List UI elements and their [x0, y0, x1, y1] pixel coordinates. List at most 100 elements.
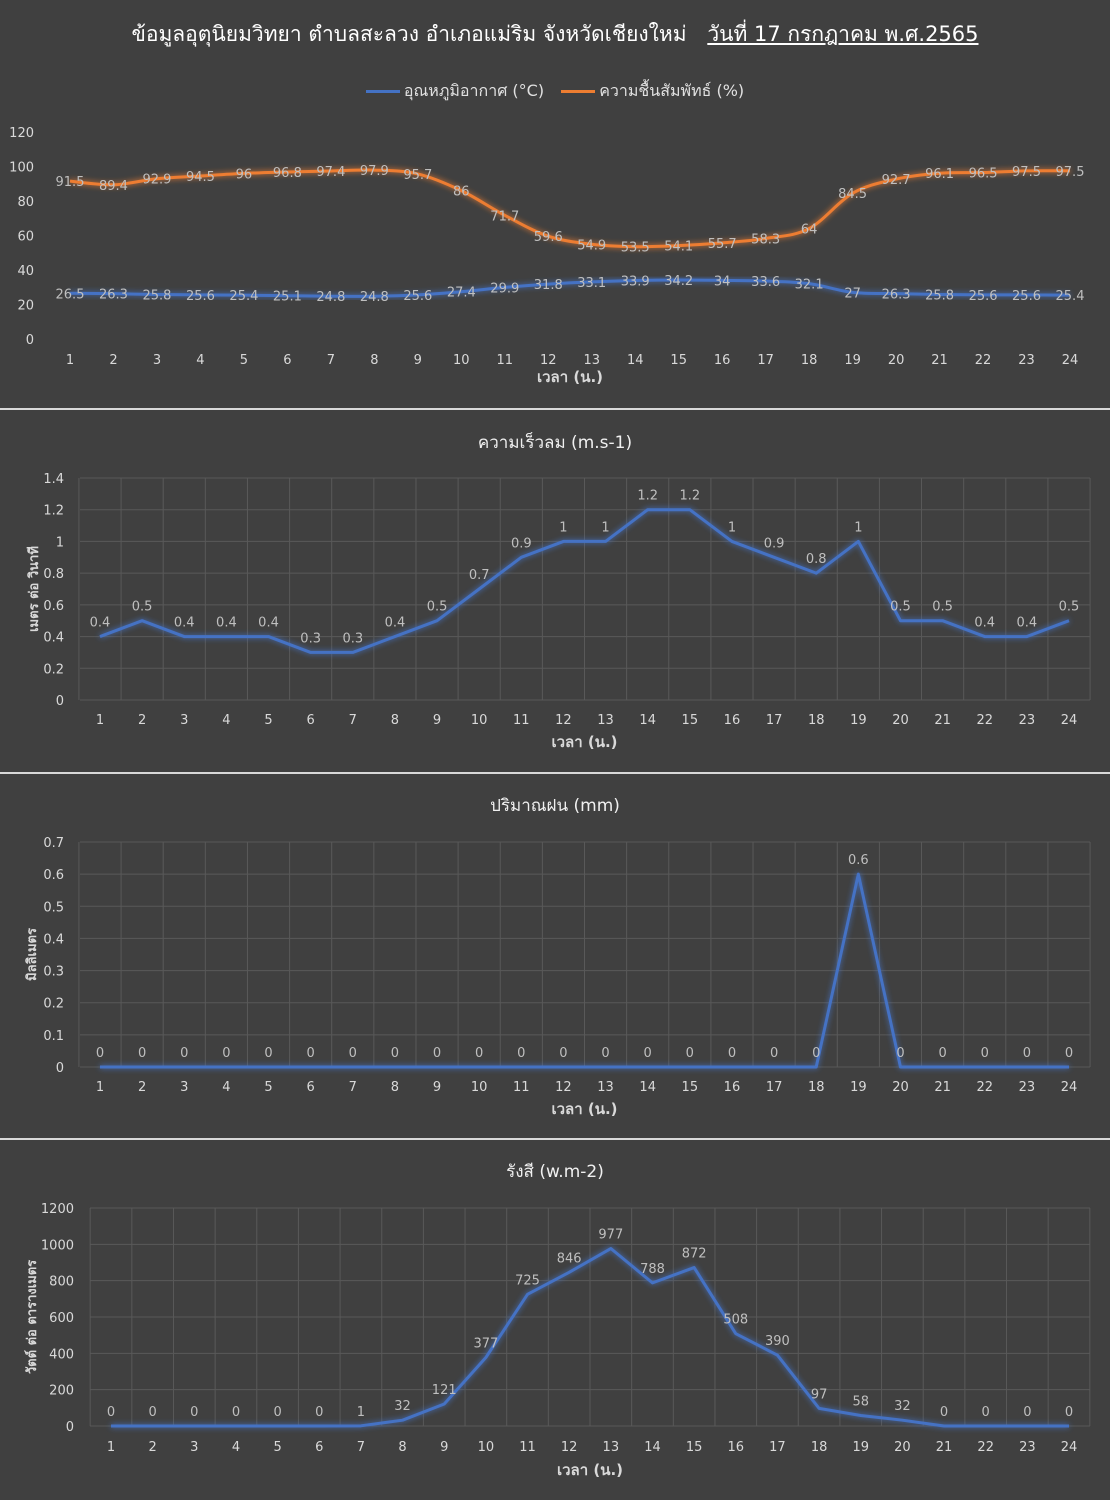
y-tick-label: 60: [17, 230, 34, 245]
data-label: 0: [180, 1046, 188, 1061]
data-label: 0: [96, 1046, 104, 1061]
x-tick-label: 20: [888, 353, 905, 368]
data-label: 0: [391, 1046, 399, 1061]
radiation-chart-title: รังสี (w.m-2): [506, 1162, 604, 1182]
x-tick-label: 21: [934, 1080, 951, 1095]
y-tick-label: 0.4: [43, 932, 64, 947]
x-tick-label: 14: [639, 713, 656, 728]
x-tick-label: 19: [844, 353, 861, 368]
y-tick-label: 1200: [41, 1202, 74, 1217]
x-tick-label: 4: [232, 1440, 240, 1455]
x-tick-label: 8: [391, 1080, 399, 1095]
data-label: 0.5: [132, 600, 153, 615]
x-tick-label: 16: [724, 1080, 741, 1095]
x-tick-label: 24: [1061, 713, 1078, 728]
x-tick-label: 9: [440, 1440, 448, 1455]
data-label: 0: [433, 1046, 441, 1061]
x-tick-label: 1: [96, 713, 104, 728]
data-label: 96.8: [273, 166, 302, 181]
data-label: 0: [349, 1046, 357, 1061]
x-tick-label: 9: [414, 353, 422, 368]
x-tick-label: 17: [757, 353, 774, 368]
y-tick-label: 0.2: [43, 662, 64, 677]
y-axis-title: เมตร ต่อ วินาที: [26, 546, 42, 632]
x-axis-title: เวลา (น.): [537, 368, 603, 386]
data-label: 25.6: [1012, 289, 1041, 304]
x-tick-label: 11: [513, 713, 530, 728]
data-label: 0.4: [258, 616, 279, 631]
data-label: 0: [981, 1046, 989, 1061]
x-tick-label: 6: [307, 1080, 315, 1095]
data-label: 390: [765, 1334, 790, 1349]
x-tick-label: 4: [222, 1080, 230, 1095]
data-label: 32: [394, 1399, 411, 1414]
x-tick-label: 14: [644, 1440, 661, 1455]
x-tick-label: 22: [976, 713, 993, 728]
data-label: 0: [728, 1046, 736, 1061]
data-label: 0: [938, 1046, 946, 1061]
y-tick-label: 0.1: [43, 1029, 64, 1044]
x-tick-label: 1: [66, 353, 74, 368]
series-line: [69, 278, 1071, 298]
data-label: 25.8: [925, 288, 954, 303]
data-label: 59.6: [534, 230, 563, 245]
data-label: 89.4: [99, 179, 128, 194]
y-tick-label: 0: [56, 1061, 64, 1076]
legend-item-humidity: ความชื้นสัมพัทธ์ (%): [561, 79, 744, 104]
data-label: 33.9: [621, 275, 650, 290]
data-label: 0: [940, 1405, 948, 1420]
data-label: 58: [852, 1394, 869, 1409]
x-tick-label: 13: [603, 1440, 620, 1455]
x-tick-label: 14: [639, 1080, 656, 1095]
data-label: 0.5: [890, 600, 911, 615]
series-line: [99, 508, 1070, 654]
data-label: 0.5: [932, 600, 953, 615]
x-tick-label: 18: [811, 1440, 828, 1455]
data-label: 0: [475, 1046, 483, 1061]
x-tick-label: 10: [471, 713, 488, 728]
x-tick-label: 3: [153, 353, 161, 368]
y-tick-label: 0.6: [43, 599, 64, 614]
panel-divider: [0, 408, 1110, 410]
x-tick-label: 1: [107, 1440, 115, 1455]
data-label: 0: [107, 1405, 115, 1420]
y-tick-label: 0: [26, 333, 34, 348]
x-tick-label: 20: [892, 713, 909, 728]
data-label: 92.9: [142, 173, 171, 188]
x-tick-label: 6: [315, 1440, 323, 1455]
data-label: 97: [811, 1387, 828, 1402]
x-tick-label: 17: [766, 713, 783, 728]
y-tick-label: 400: [49, 1347, 74, 1362]
y-tick-label: 100: [9, 161, 34, 176]
x-tick-label: 9: [433, 1080, 441, 1095]
data-label: 33.6: [751, 275, 780, 290]
data-label: 0.4: [174, 616, 195, 631]
data-label: 25.6: [403, 289, 432, 304]
data-label: 377: [473, 1337, 498, 1352]
data-label: 34: [714, 274, 731, 289]
y-tick-label: 1.2: [43, 504, 64, 519]
data-label: 0.4: [216, 616, 237, 631]
page-title: ข้อมูลอุตุนิยมวิทยา ตำบลสะลวง อำเภอแม่ริ…: [0, 18, 1110, 51]
x-tick-label: 4: [222, 713, 230, 728]
data-label: 0: [559, 1046, 567, 1061]
x-tick-label: 4: [196, 353, 204, 368]
data-label: 0: [517, 1046, 525, 1061]
data-label: 0: [982, 1405, 990, 1420]
data-label: 0: [190, 1405, 198, 1420]
x-tick-label: 3: [180, 1080, 188, 1095]
data-label: 0: [1065, 1046, 1073, 1061]
x-tick-label: 22: [977, 1440, 994, 1455]
x-tick-label: 7: [357, 1440, 365, 1455]
x-tick-label: 11: [519, 1440, 536, 1455]
data-label: 0.6: [848, 853, 869, 868]
x-tick-label: 8: [370, 353, 378, 368]
data-label: 1.2: [637, 489, 658, 504]
x-tick-label: 2: [138, 713, 146, 728]
x-tick-label: 15: [682, 713, 699, 728]
x-tick-label: 2: [109, 353, 117, 368]
chart-legend: อุณหภูมิอากาศ (°C) ความชื้นสัมพัทธ์ (%): [0, 78, 1110, 104]
x-tick-label: 24: [1061, 1440, 1078, 1455]
